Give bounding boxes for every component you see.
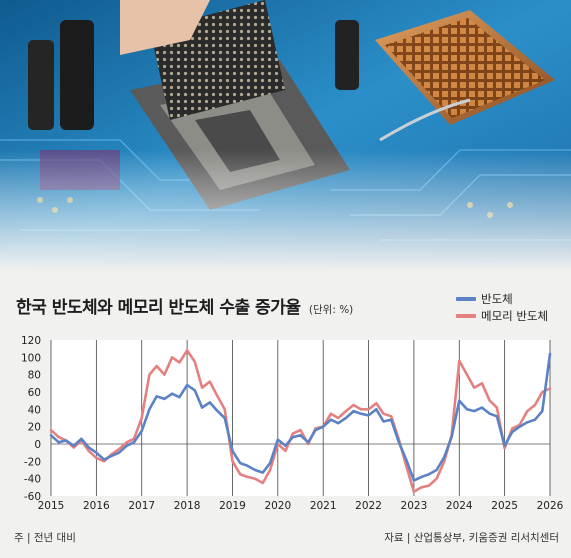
x-tick-label: 2016 bbox=[83, 500, 110, 512]
chart-unit-note: (단위: %) bbox=[308, 304, 354, 316]
x-tick-label: 2018 bbox=[174, 500, 201, 512]
y-tick-label: 40 bbox=[28, 404, 41, 416]
y-tick-label: 20 bbox=[28, 422, 41, 434]
legend-swatch-semiconductor bbox=[456, 296, 476, 301]
chart-legend: 반도체 메모리 반도체 bbox=[456, 290, 548, 324]
export-growth-line-chart: 2015 2016 2017 2018 2019 2020 2021 2022 2023 2024… bbox=[21, 335, 564, 512]
x-tick-label: 2017 bbox=[128, 500, 155, 512]
y-tick-label: -60 bbox=[24, 491, 41, 503]
legend-item-memory: 메모리 반도체 bbox=[456, 307, 548, 324]
series-line-memory bbox=[49, 349, 552, 493]
x-tick-label: 2023 bbox=[401, 500, 428, 512]
plot-area bbox=[51, 340, 550, 496]
legend-label-memory: 메모리 반도체 bbox=[481, 308, 549, 323]
source-note: 자료 | 산업통상부, 키움증권 리서치센터 bbox=[384, 532, 559, 544]
x-tick-label: 2015 bbox=[38, 500, 65, 512]
legend-label-semiconductor: 반도체 bbox=[481, 291, 513, 306]
chart-title: 한국 반도체와 메모리 반도체 수출 증가율 (단위: %) bbox=[16, 293, 353, 318]
y-tick-label: -40 bbox=[24, 474, 41, 486]
x-tick-label: 2026 bbox=[537, 500, 564, 512]
x-tick-label: 2021 bbox=[310, 500, 337, 512]
x-tick-label: 2025 bbox=[491, 500, 518, 512]
y-tick-label: 100 bbox=[21, 352, 41, 364]
semiconductor-photo bbox=[0, 0, 571, 272]
y-tick-label: 0 bbox=[34, 439, 41, 451]
x-tick-label: 2024 bbox=[446, 500, 473, 512]
x-tick-label: 2019 bbox=[219, 500, 246, 512]
x-tick-label: 2020 bbox=[264, 500, 291, 512]
y-tick-label: 120 bbox=[21, 335, 41, 347]
series-line-semiconductor bbox=[49, 352, 552, 482]
chart-title-text: 한국 반도체와 메모리 반도체 수출 증가율 bbox=[16, 298, 301, 318]
y-tick-label: 60 bbox=[28, 387, 41, 399]
footnote: 주 | 전년 대비 bbox=[14, 532, 76, 544]
y-tick-label: -20 bbox=[24, 456, 41, 468]
y-tick-label: 80 bbox=[28, 370, 41, 382]
x-tick-label: 2022 bbox=[355, 500, 382, 512]
legend-swatch-memory bbox=[456, 313, 476, 318]
legend-item-semiconductor: 반도체 bbox=[456, 290, 548, 307]
